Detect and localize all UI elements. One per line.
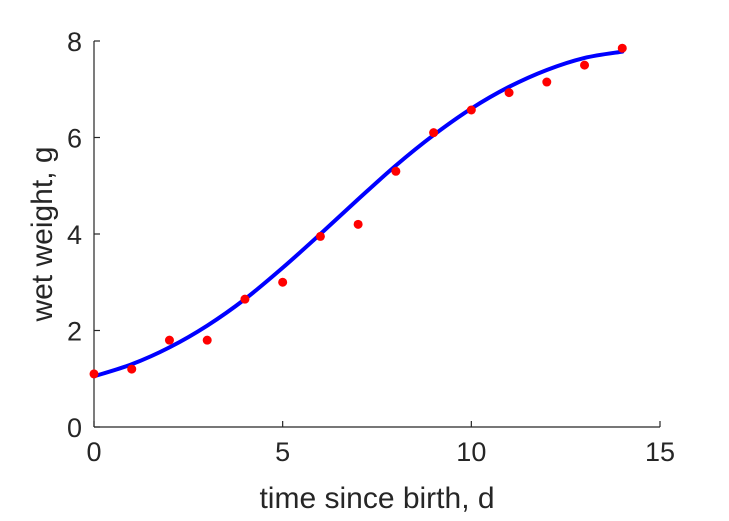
- x-tick-label: 5: [275, 437, 290, 467]
- x-tick-label: 15: [645, 437, 675, 467]
- data-point: [164, 335, 174, 345]
- y-axis-label: wet weight, g: [26, 146, 59, 322]
- data-point: [580, 60, 590, 70]
- data-point: [89, 369, 99, 379]
- data-point: [429, 128, 439, 138]
- y-ticks: 0 2 4 6 8: [67, 27, 100, 443]
- data-point: [391, 166, 401, 176]
- data-point: [504, 88, 514, 98]
- x-tick-label: 10: [456, 437, 486, 467]
- y-tick-label: 8: [67, 27, 82, 57]
- plot-marks: [89, 43, 627, 379]
- data-point: [315, 231, 325, 241]
- y-tick-label: 4: [67, 220, 82, 250]
- y-tick-label: 0: [67, 413, 82, 443]
- fit-curve: [92, 49, 625, 379]
- data-point: [278, 277, 288, 287]
- y-tick-label: 6: [67, 124, 82, 154]
- data-point: [617, 43, 627, 53]
- y-tick-label: 2: [67, 317, 82, 347]
- axes: 0 5 10 15 0 2 4 6 8: [67, 27, 675, 467]
- x-ticks: 0 5 10 15: [86, 421, 675, 467]
- x-tick-label: 0: [86, 437, 101, 467]
- x-axis-label: time since birth, d: [259, 482, 494, 515]
- data-point: [353, 219, 363, 229]
- data-point: [202, 335, 212, 345]
- data-point: [240, 294, 250, 304]
- data-point: [466, 105, 476, 115]
- data-point: [127, 364, 137, 374]
- data-point: [542, 77, 552, 87]
